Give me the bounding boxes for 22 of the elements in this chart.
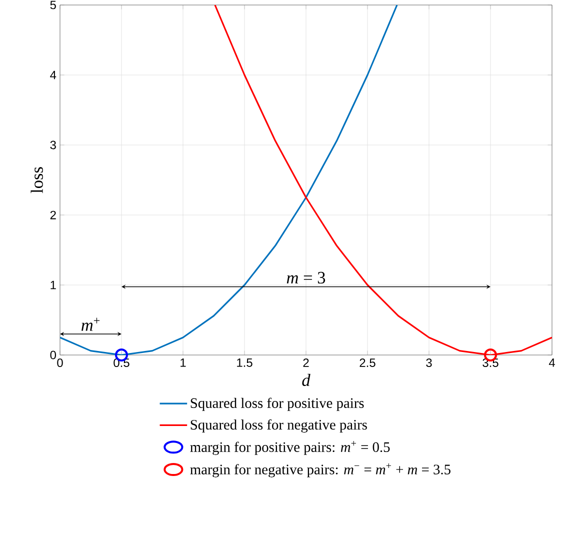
y-tick-label: 4 [50, 70, 56, 80]
y-tick-label: 5 [50, 0, 56, 10]
y-tick-label: 0 [50, 350, 56, 360]
x-tick-label: 0 [57, 358, 63, 368]
y-tick-label: 2 [50, 210, 56, 220]
x-axis-title: d [302, 374, 310, 386]
x-tick-label: 2 [303, 358, 309, 367]
x-tick-label: 2.5 [360, 358, 376, 368]
y-axis-title: loss [30, 167, 43, 194]
x-tick-label: 1.5 [237, 358, 252, 367]
y-tick-label: 3 [50, 140, 56, 150]
legend-label: margin for positive pairs: m$^{+}$ = 0.5 [190, 440, 390, 455]
text: margin for negative pairs: m$^{−}$ = m$^{+}$ + m = 3.5 [190, 463, 450, 478]
annotation: m = 3 [286, 272, 326, 284]
x-tick-label: 3 [426, 358, 432, 368]
x-tick-label: 4 [548, 358, 555, 367]
y-tick-label: 1 [50, 280, 56, 290]
x-tick-label: 1 [180, 358, 186, 367]
legend-label: Squared loss for positive pairs [190, 398, 364, 411]
line-series [60, 5, 398, 355]
annotation: m$^{+}$ [82, 318, 100, 331]
legend-label: Squared loss for negative pairs [190, 419, 367, 433]
